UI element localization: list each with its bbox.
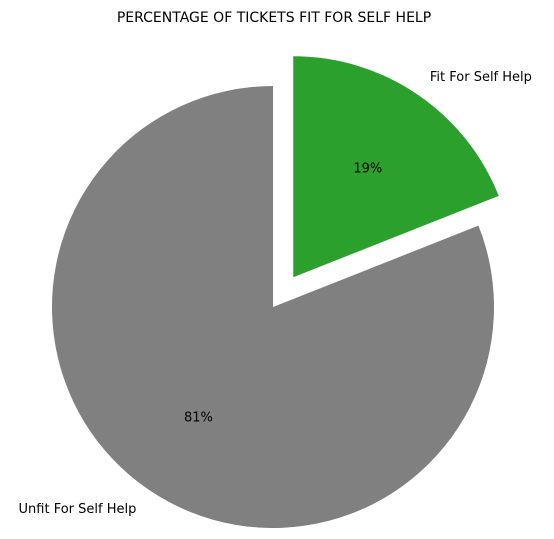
slice-percent-label: 19% bbox=[353, 162, 382, 177]
slice-percent-label: 81% bbox=[184, 411, 213, 426]
slice-category-label: Unfit For Self Help bbox=[19, 502, 137, 517]
pie-slice-fit-for-self-help bbox=[293, 56, 499, 278]
pie-slice-unfit-for-self-help bbox=[51, 86, 494, 528]
slices-group bbox=[51, 56, 499, 528]
chart-title: PERCENTAGE OF TICKETS FIT FOR SELF HELP bbox=[117, 10, 431, 26]
slice-category-label: Fit For Self Help bbox=[430, 70, 532, 85]
labels-group: 19% Fit For Self Help 81% Unfit For Self He… bbox=[19, 70, 532, 517]
